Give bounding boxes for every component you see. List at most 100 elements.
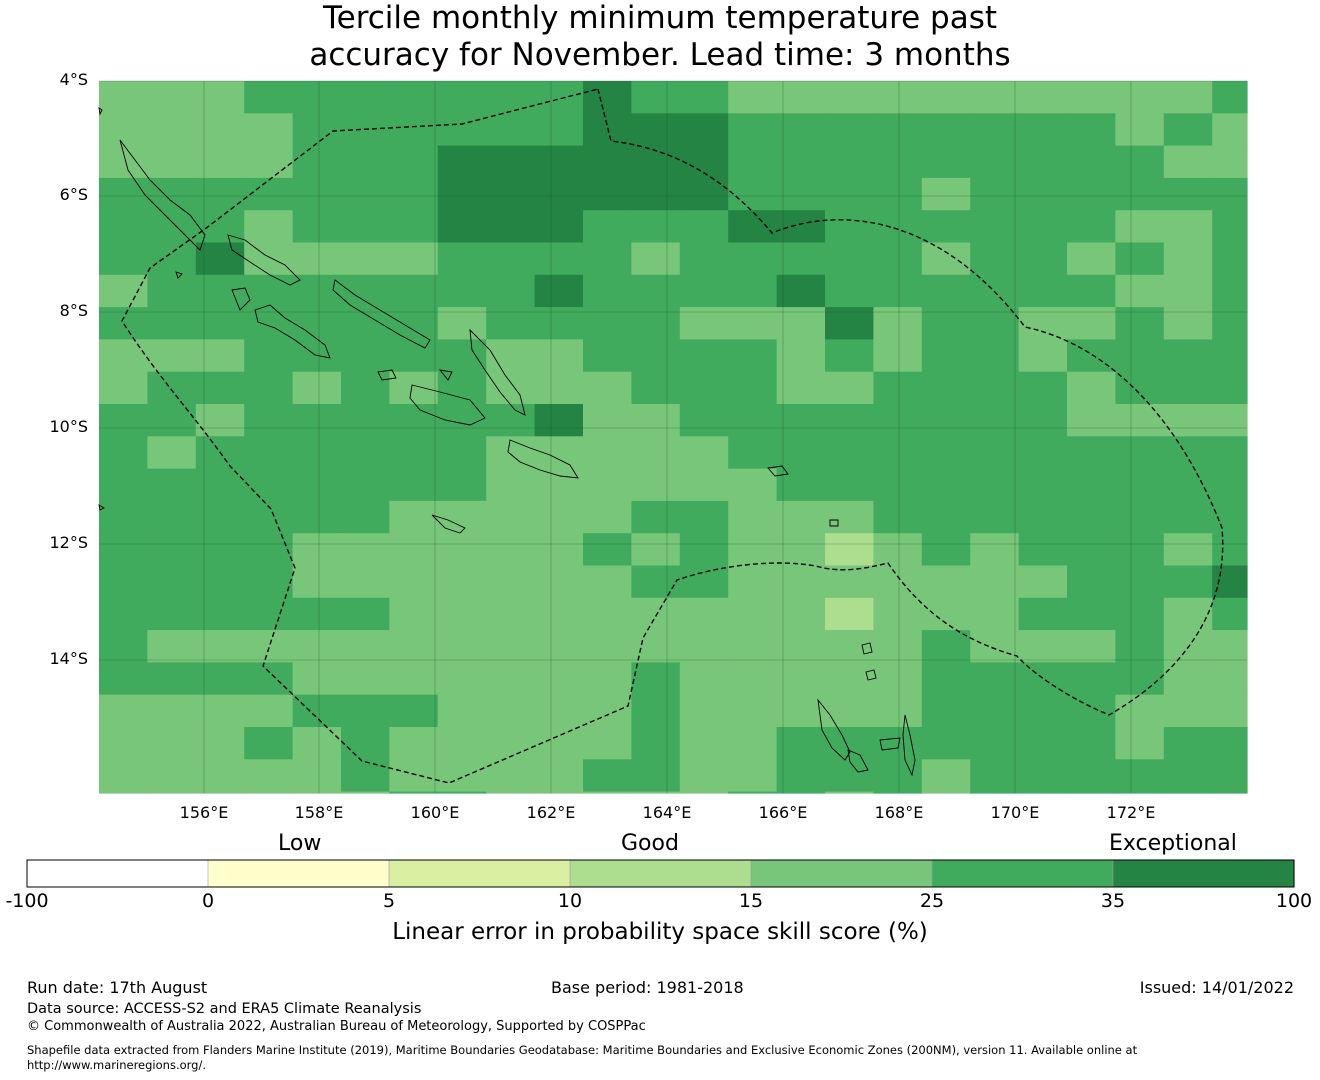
- grid-cell: [921, 565, 971, 599]
- grid-cell: [389, 210, 439, 244]
- grid-cell: [1212, 113, 1248, 147]
- grid-cell: [341, 630, 390, 663]
- grid-cell: [970, 791, 1020, 794]
- grid-cell: [583, 630, 632, 663]
- lat-label-12s: 12°S: [49, 533, 88, 552]
- grid-cell: [1018, 759, 1068, 793]
- grid-cell: [873, 307, 923, 340]
- grid-cell: [534, 662, 584, 696]
- grid-cell: [583, 791, 632, 794]
- grid-cell: [1163, 339, 1213, 373]
- skill-score-grid: [99, 81, 1248, 794]
- grid-cell: [825, 630, 874, 663]
- grid-cell: [921, 694, 971, 728]
- grid-cell: [486, 565, 536, 599]
- grid-cell: [292, 113, 342, 147]
- grid-cell: [1115, 339, 1165, 373]
- grid-cell: [728, 500, 778, 534]
- grid-cell: [1115, 662, 1165, 696]
- grid-cell: [244, 339, 294, 373]
- grid-cell: [873, 533, 923, 567]
- grid-cell: [437, 533, 487, 567]
- grid-cell: [437, 662, 487, 696]
- grid-cell: [99, 113, 148, 147]
- colorbar-tick: 15: [738, 890, 764, 912]
- grid-cell: [873, 177, 923, 211]
- grid-cell: [1067, 694, 1116, 728]
- grid-cell: [534, 791, 584, 794]
- grid-cell: [825, 468, 874, 502]
- grid-cell: [1018, 468, 1068, 502]
- grid-cell: [776, 533, 826, 567]
- grid-cell: [1018, 630, 1068, 663]
- grid-cell: [1115, 694, 1165, 728]
- grid-cell: [970, 727, 1020, 760]
- colorbar-segments: [26, 859, 1295, 888]
- grid-cell: [679, 500, 729, 534]
- eez-boundary: [121, 88, 1224, 784]
- grid-cell: [244, 210, 294, 244]
- grid-cell: [341, 339, 390, 373]
- grid-cell: [825, 404, 874, 437]
- grid-cell: [244, 371, 294, 405]
- grid-cell: [534, 436, 584, 470]
- grid-cell: [1018, 727, 1068, 760]
- grid-cell: [341, 694, 390, 728]
- grid-cell: [195, 242, 245, 276]
- grid-cell: [341, 565, 390, 599]
- grid-cell: [292, 597, 342, 631]
- grid-cell: [99, 597, 148, 631]
- island-outline: [332, 279, 431, 349]
- grid-cell: [1067, 242, 1116, 276]
- grid-cell: [679, 307, 729, 340]
- grid-cell: [147, 274, 197, 308]
- grid-cell: [437, 727, 487, 760]
- grid-cell: [631, 113, 681, 147]
- grid-cell: [679, 565, 729, 599]
- lon-label-170e: 170°E: [990, 803, 1040, 822]
- category-exceptional: Exceptional: [1109, 831, 1237, 856]
- grid-cell: [1018, 177, 1068, 211]
- island-outline: [507, 439, 579, 479]
- grid-cell: [728, 113, 778, 147]
- grid-cell: [244, 662, 294, 696]
- grid-cell: [921, 210, 971, 244]
- grid-cell: [1115, 145, 1165, 179]
- grid-cell: [873, 662, 923, 696]
- grid-cell: [776, 791, 826, 794]
- grid-cell: [679, 694, 729, 728]
- grid-cell: [776, 371, 826, 405]
- run-date: Run date: 17th August: [27, 978, 208, 997]
- grid-cell: [1018, 339, 1068, 373]
- grid-cell: [1018, 242, 1068, 276]
- island-outline: [254, 304, 331, 359]
- copyright: © Commonwealth of Australia 2022, Austra…: [27, 1019, 646, 1034]
- grid-cell: [1067, 533, 1116, 567]
- grid-cell: [873, 371, 923, 405]
- grid-cell: [776, 468, 826, 502]
- grid-cell: [970, 307, 1020, 340]
- grid-cell: [1212, 791, 1248, 794]
- island-outline: [431, 514, 466, 534]
- grid-cell: [147, 404, 197, 437]
- grid-cell: [292, 307, 342, 340]
- island-outline: [98, 504, 105, 511]
- grid-cell: [1018, 145, 1068, 179]
- grid-cell: [195, 145, 245, 179]
- grid-cell: [486, 242, 536, 276]
- grid-cell: [534, 630, 584, 663]
- grid-cell: [244, 81, 294, 114]
- grid-cell: [679, 436, 729, 470]
- grid-cell: [921, 597, 971, 631]
- grid-cell: [1163, 436, 1213, 470]
- lon-label-168e: 168°E: [874, 803, 924, 822]
- grid-cell: [825, 210, 874, 244]
- grid-cell: [921, 177, 971, 211]
- grid-cell: [776, 404, 826, 437]
- grid-cell: [195, 727, 245, 760]
- grid-cell: [728, 210, 778, 244]
- grid-cell: [244, 242, 294, 276]
- grid-cell: [99, 727, 148, 760]
- grid-cell: [1067, 113, 1116, 147]
- grid-cell: [921, 145, 971, 179]
